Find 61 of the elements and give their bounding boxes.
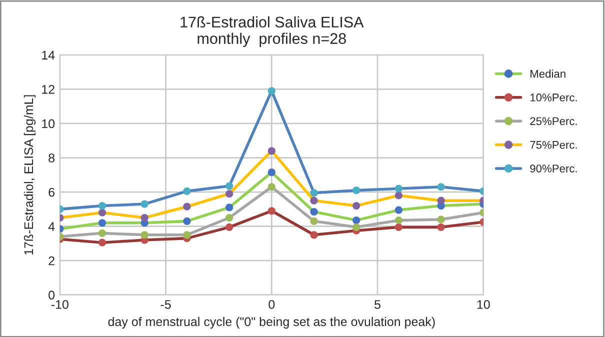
legend-label: 10%Perc. — [530, 94, 577, 102]
point — [225, 214, 234, 222]
x-tick-label: -10 — [51, 300, 68, 309]
point — [98, 219, 106, 227]
point — [268, 87, 276, 95]
point — [98, 229, 106, 237]
point — [98, 238, 106, 246]
point — [310, 189, 318, 197]
point — [98, 208, 106, 216]
point — [268, 183, 276, 191]
x-tick-label: 5 — [374, 300, 380, 309]
point — [140, 200, 148, 208]
point — [394, 206, 402, 214]
y-tick-label: 10 — [42, 119, 55, 128]
x-tick-label: -5 — [160, 300, 171, 309]
point — [394, 184, 402, 192]
chart-title: 17ß-Estradiol Saliva ELISA monthly profiles n=28 — [180, 16, 364, 47]
point — [437, 196, 445, 204]
y-axis-title: 17ß-Estradiol, ELISA [pg/mL] — [24, 95, 36, 255]
point — [352, 186, 360, 194]
point — [140, 231, 148, 239]
legend-label: Median — [530, 70, 566, 78]
point — [225, 182, 234, 190]
x-axis-title: day of menstrual cycle ("0" being set as the ovulation peak) — [108, 316, 435, 329]
point — [394, 216, 402, 224]
legend-label: 75%Perc. — [530, 140, 577, 149]
point — [225, 223, 234, 231]
point — [268, 207, 276, 215]
y-tick-label: 6 — [48, 188, 54, 197]
point — [310, 217, 318, 225]
point — [183, 231, 191, 239]
x-tick-label: 10 — [477, 300, 490, 309]
y-tick-label: 0 — [48, 290, 55, 300]
point — [225, 204, 234, 212]
point — [352, 202, 360, 210]
point — [437, 223, 445, 231]
y-tick-label: 14 — [42, 50, 55, 60]
point — [98, 202, 106, 210]
y-tick-label: 12 — [42, 85, 54, 94]
y-tick-label: 4 — [48, 222, 55, 231]
x-tick-label: 0 — [268, 300, 275, 309]
point — [394, 223, 402, 231]
point — [225, 190, 234, 198]
point — [310, 196, 318, 204]
point — [352, 216, 360, 224]
y-tick-label: 2 — [48, 256, 54, 266]
point — [268, 168, 276, 176]
point — [268, 147, 276, 155]
point — [394, 192, 402, 200]
point — [437, 216, 445, 224]
point — [183, 217, 191, 225]
point — [140, 214, 148, 222]
legend-label: 90%Perc. — [530, 164, 577, 172]
y-tick-label: 8 — [48, 154, 54, 162]
point — [310, 208, 318, 216]
point — [352, 223, 360, 231]
point — [183, 187, 191, 195]
legend-label: 25%Perc. — [530, 117, 577, 126]
point — [183, 202, 191, 210]
point — [437, 183, 445, 191]
point — [310, 231, 318, 239]
